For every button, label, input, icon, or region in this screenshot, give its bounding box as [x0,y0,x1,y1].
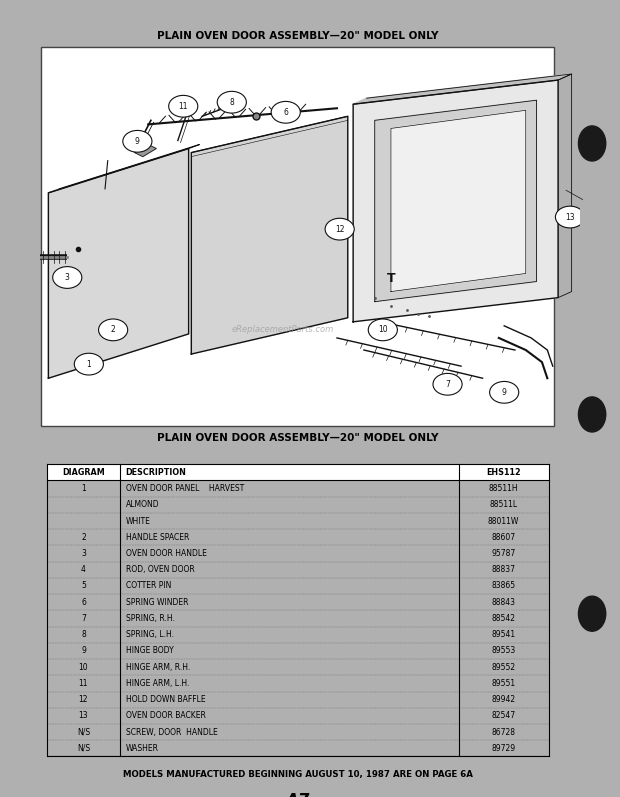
Text: 6: 6 [81,598,86,607]
Text: 13: 13 [79,712,88,720]
Polygon shape [48,148,188,379]
Bar [41,47,554,426]
Text: 3: 3 [65,273,69,282]
Text: 10: 10 [378,325,388,335]
Circle shape [490,382,519,403]
Text: OVEN DOOR BACKER: OVEN DOOR BACKER [126,712,206,720]
Text: 88837: 88837 [492,565,516,575]
Polygon shape [558,74,572,297]
Text: 11: 11 [179,102,188,111]
Circle shape [271,101,300,124]
Text: HINGE ARM, L.H.: HINGE ARM, L.H. [126,679,189,688]
Text: HANDLE SPACER: HANDLE SPACER [126,532,189,542]
Circle shape [123,131,152,152]
Text: 88607: 88607 [492,532,516,542]
Text: T: T [387,272,395,285]
Text: 82547: 82547 [492,712,516,720]
Text: HOLD DOWN BAFFLE: HOLD DOWN BAFFLE [126,695,205,704]
Text: N/S: N/S [77,744,90,753]
Text: 88511L: 88511L [490,501,518,509]
Text: 11: 11 [79,679,88,688]
Text: SPRING WINDER: SPRING WINDER [126,598,188,607]
Text: 89553: 89553 [492,646,516,655]
Circle shape [368,319,397,341]
Text: HINGE ARM, R.H.: HINGE ARM, R.H. [126,662,190,672]
Text: 1: 1 [81,484,86,493]
Text: 4: 4 [81,565,86,575]
Text: 89551: 89551 [492,679,516,688]
Text: 9: 9 [502,388,507,397]
Text: PLAIN OVEN DOOR ASSEMBLY—20" MODEL ONLY: PLAIN OVEN DOOR ASSEMBLY—20" MODEL ONLY [157,31,438,41]
Text: eReplacementParts.com: eReplacementParts.com [232,325,334,335]
Text: 89729: 89729 [492,744,516,753]
Polygon shape [353,74,572,104]
Circle shape [433,373,462,395]
Polygon shape [192,116,348,354]
Text: 9: 9 [135,137,140,146]
Text: DESCRIPTION: DESCRIPTION [126,468,187,477]
Text: 2: 2 [111,325,115,335]
Polygon shape [391,110,526,292]
Circle shape [169,96,198,117]
Text: 13: 13 [565,213,575,222]
Text: HINGE BODY: HINGE BODY [126,646,174,655]
Text: 10: 10 [79,662,88,672]
Text: ROD, OVEN DOOR: ROD, OVEN DOOR [126,565,195,575]
Text: 8: 8 [81,630,86,639]
Circle shape [556,206,585,228]
Circle shape [74,353,104,375]
Text: SPRING, R.H.: SPRING, R.H. [126,614,175,623]
Polygon shape [353,80,558,322]
Text: 88011W: 88011W [488,516,520,525]
Text: WHITE: WHITE [126,516,151,525]
Text: 6: 6 [283,108,288,117]
Text: 3: 3 [81,549,86,558]
Circle shape [99,319,128,341]
Circle shape [53,267,82,289]
Text: 7: 7 [81,614,86,623]
Text: 95787: 95787 [492,549,516,558]
Text: 12: 12 [79,695,88,704]
Polygon shape [135,144,156,156]
Text: PLAIN OVEN DOOR ASSEMBLY—20" MODEL ONLY: PLAIN OVEN DOOR ASSEMBLY—20" MODEL ONLY [157,434,438,443]
Text: 89552: 89552 [492,662,516,672]
Text: 8: 8 [229,98,234,107]
Text: OVEN DOOR PANEL    HARVEST: OVEN DOOR PANEL HARVEST [126,484,244,493]
Text: 2: 2 [81,532,86,542]
Text: OVEN DOOR HANDLE: OVEN DOOR HANDLE [126,549,206,558]
Text: WASHER: WASHER [126,744,159,753]
Text: SCREW, DOOR  HANDLE: SCREW, DOOR HANDLE [126,728,218,736]
Polygon shape [48,144,200,193]
Text: 89942: 89942 [492,695,516,704]
Text: 9: 9 [81,646,86,655]
Text: COTTER PIN: COTTER PIN [126,582,171,591]
Text: SPRING, L.H.: SPRING, L.H. [126,630,174,639]
Text: MODELS MANUFACTURED BEGINNING AUGUST 10, 1987 ARE ON PAGE 6A: MODELS MANUFACTURED BEGINNING AUGUST 10,… [123,771,472,779]
Text: A7: A7 [285,792,310,797]
Text: 88511H: 88511H [489,484,518,493]
Bar [46,464,549,481]
Text: DIAGRAM: DIAGRAM [62,468,105,477]
Text: 12: 12 [335,225,345,234]
Text: 1: 1 [86,359,91,369]
Text: EHS112: EHS112 [486,468,521,477]
Circle shape [325,218,354,240]
Text: 89541: 89541 [492,630,516,639]
Text: 88843: 88843 [492,598,516,607]
Text: 86728: 86728 [492,728,516,736]
Text: 83865: 83865 [492,582,516,591]
Text: 5: 5 [81,582,86,591]
Text: N/S: N/S [77,728,90,736]
Text: 7: 7 [445,379,450,389]
Text: ALMOND: ALMOND [126,501,159,509]
Circle shape [217,92,246,113]
Polygon shape [374,100,536,302]
Text: 88542: 88542 [492,614,516,623]
